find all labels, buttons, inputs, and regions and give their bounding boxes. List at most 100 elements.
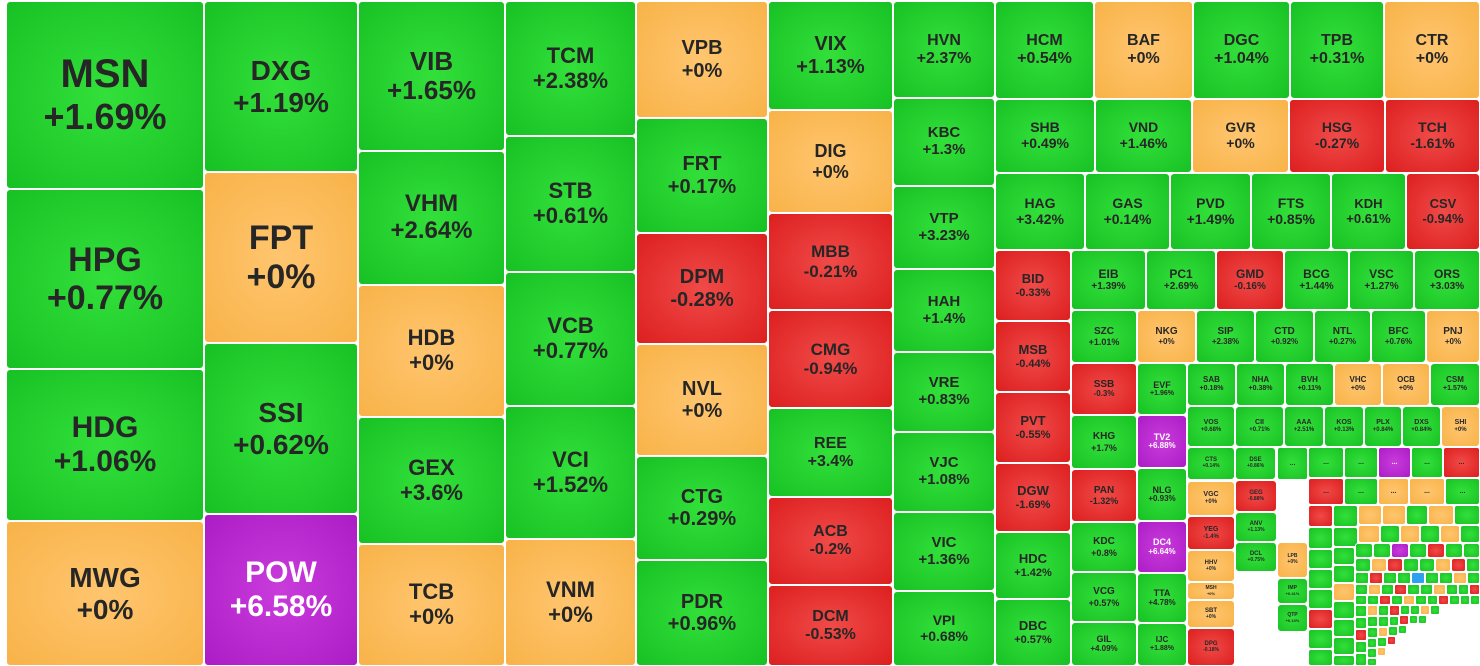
stock-tile-small[interactable] xyxy=(1451,558,1466,572)
stock-tile-gex[interactable]: GEX +3.6% xyxy=(358,417,505,544)
stock-tile-ctg[interactable]: CTG +0.29% xyxy=(636,456,768,560)
stock-tile-cmg[interactable]: CMG -0.94% xyxy=(768,310,893,408)
stock-tile-vgc[interactable]: VGC +0% xyxy=(1187,481,1235,516)
stock-tile-shi[interactable]: SHI +0% xyxy=(1441,406,1480,447)
stock-tile-small[interactable] xyxy=(1418,615,1427,624)
stock-tile-vre[interactable]: VRE +0.83% xyxy=(893,352,995,432)
stock-tile-hhv[interactable]: HHV +0% xyxy=(1187,550,1235,582)
stock-tile-pan[interactable]: PAN -1.32% xyxy=(1071,469,1137,522)
stock-tile-vix[interactable]: VIX +1.13% xyxy=(768,1,893,110)
stock-tile-stb[interactable]: STB +0.61% xyxy=(505,136,636,272)
stock-tile-small[interactable] xyxy=(1469,584,1480,595)
stock-tile-dcm[interactable]: DCM -0.53% xyxy=(768,585,893,666)
stock-tile-small[interactable] xyxy=(1409,615,1418,624)
stock-tile-pow[interactable]: POW +6.58% xyxy=(204,514,358,666)
stock-tile-bvh[interactable]: BVH +0.11% xyxy=(1285,363,1334,406)
stock-tile-szc[interactable]: SZC +1.01% xyxy=(1071,310,1137,363)
stock-tile-small[interactable] xyxy=(1394,584,1407,595)
stock-tile-ntl[interactable]: NTL +0.27% xyxy=(1314,310,1371,363)
stock-tile-vos[interactable]: VOS +0.68% xyxy=(1187,406,1235,447)
stock-tile-hdc[interactable]: HDC +1.42% xyxy=(995,532,1071,599)
stock-tile-small[interactable] xyxy=(1460,525,1480,543)
stock-tile-small[interactable] xyxy=(1355,595,1367,605)
stock-tile-fts[interactable]: FTS +0.85% xyxy=(1251,173,1331,250)
stock-tile-bcg[interactable]: BCG +1.44% xyxy=(1284,250,1349,310)
stock-tile-small[interactable] xyxy=(1428,505,1454,525)
stock-tile-gil[interactable]: GIL +4.09% xyxy=(1071,622,1137,666)
stock-tile-anv[interactable]: ANV +1.13% xyxy=(1235,512,1277,542)
stock-tile-small[interactable] xyxy=(1308,549,1333,569)
stock-tile-ocb[interactable]: OCB +0% xyxy=(1382,363,1430,406)
stock-tile-small[interactable] xyxy=(1367,595,1379,605)
stock-tile-small[interactable] xyxy=(1397,572,1411,584)
stock-tile-small[interactable] xyxy=(1373,543,1391,558)
stock-tile-small[interactable] xyxy=(1435,558,1451,572)
stock-tile-small[interactable] xyxy=(1387,636,1396,645)
stock-tile-kdh[interactable]: KDH +0.61% xyxy=(1331,173,1406,250)
stock-tile-small[interactable] xyxy=(1355,543,1373,558)
stock-tile-hah[interactable]: HAH +1.4% xyxy=(893,269,995,352)
stock-tile-aaa[interactable]: AAA +2.51% xyxy=(1284,406,1324,447)
stock-tile-small[interactable] xyxy=(1368,584,1381,595)
stock-tile-dpm[interactable]: DPM -0.28% xyxy=(636,233,768,344)
stock-tile-small[interactable] xyxy=(1410,605,1420,615)
stock-tile-small[interactable] xyxy=(1445,543,1463,558)
stock-tile-small[interactable] xyxy=(1333,527,1358,547)
stock-tile-small[interactable] xyxy=(1425,572,1439,584)
stock-tile-tch[interactable]: TCH -1.61% xyxy=(1385,99,1480,173)
stock-tile-small[interactable] xyxy=(1377,637,1387,647)
stock-tile-small[interactable] xyxy=(1388,626,1398,636)
stock-tile-tcm[interactable]: TCM +2.38% xyxy=(505,1,636,136)
stock-tile-small[interactable] xyxy=(1355,558,1371,572)
stock-tile-mbb[interactable]: MBB -0.21% xyxy=(768,213,893,310)
stock-tile-small[interactable] xyxy=(1308,527,1333,549)
stock-tile-tcb[interactable]: TCB +0% xyxy=(358,544,505,666)
stock-tile-baf[interactable]: BAF +0% xyxy=(1094,1,1193,99)
stock-tile-small[interactable] xyxy=(1379,595,1391,605)
stock-tile-small[interactable] xyxy=(1458,584,1469,595)
stock-tile-imp[interactable]: IMP +0.41% xyxy=(1277,578,1308,604)
stock-tile-dc4[interactable]: DC4 +6.64% xyxy=(1137,521,1187,573)
stock-tile-small[interactable] xyxy=(1438,595,1449,605)
stock-tile-vpi[interactable]: VPI +0.68% xyxy=(893,591,995,666)
stock-tile-small[interactable] xyxy=(1389,616,1399,626)
stock-tile-small[interactable] xyxy=(1333,601,1355,619)
stock-tile-kbc[interactable]: KBC +1.3% xyxy=(893,98,995,186)
stock-tile-dbc[interactable]: DBC +0.57% xyxy=(995,599,1071,666)
stock-tile-khg[interactable]: KHG +1.7% xyxy=(1071,415,1137,469)
stock-tile-dpg[interactable]: DPG -0.18% xyxy=(1187,628,1235,666)
stock-tile-small[interactable]: ... xyxy=(1445,478,1480,505)
stock-tile-small[interactable] xyxy=(1355,617,1367,629)
stock-tile-sab[interactable]: SAB +0.18% xyxy=(1187,363,1236,406)
stock-tile-vhm[interactable]: VHM +2.64% xyxy=(358,151,505,285)
stock-tile-small[interactable] xyxy=(1446,584,1458,595)
stock-tile-small[interactable] xyxy=(1377,647,1386,656)
stock-tile-small[interactable] xyxy=(1463,543,1480,558)
stock-tile-hdg[interactable]: HDG +1.06% xyxy=(6,369,204,521)
stock-tile-vci[interactable]: VCI +1.52% xyxy=(505,406,636,539)
stock-tile-small[interactable] xyxy=(1460,595,1470,605)
stock-tile-lpb[interactable]: LPB +0% xyxy=(1277,542,1308,578)
stock-tile-small[interactable] xyxy=(1427,543,1445,558)
stock-tile-small[interactable] xyxy=(1367,605,1378,616)
stock-tile-small[interactable] xyxy=(1308,649,1333,666)
stock-tile-dcl[interactable]: DCL +0.75% xyxy=(1235,542,1277,572)
stock-tile-small[interactable] xyxy=(1403,558,1419,572)
stock-tile-small[interactable] xyxy=(1449,595,1460,605)
stock-tile-pvd[interactable]: PVD +1.49% xyxy=(1170,173,1251,250)
stock-tile-small[interactable] xyxy=(1333,619,1355,637)
stock-tile-small[interactable] xyxy=(1400,605,1410,615)
stock-tile-small[interactable] xyxy=(1333,505,1358,527)
stock-tile-small[interactable] xyxy=(1470,595,1480,605)
stock-tile-small[interactable] xyxy=(1367,638,1377,648)
stock-tile-csv[interactable]: CSV -0.94% xyxy=(1406,173,1480,250)
stock-tile-small[interactable]: ... xyxy=(1411,447,1443,478)
stock-tile-small[interactable] xyxy=(1439,572,1453,584)
stock-tile-small[interactable] xyxy=(1333,637,1355,655)
stock-tile-small[interactable] xyxy=(1355,572,1369,584)
stock-tile-small[interactable] xyxy=(1381,584,1394,595)
stock-tile-small[interactable] xyxy=(1378,627,1388,637)
stock-tile-small[interactable] xyxy=(1378,616,1389,627)
stock-tile-vhc[interactable]: VHC +0% xyxy=(1334,363,1382,406)
stock-tile-small[interactable] xyxy=(1333,655,1355,666)
